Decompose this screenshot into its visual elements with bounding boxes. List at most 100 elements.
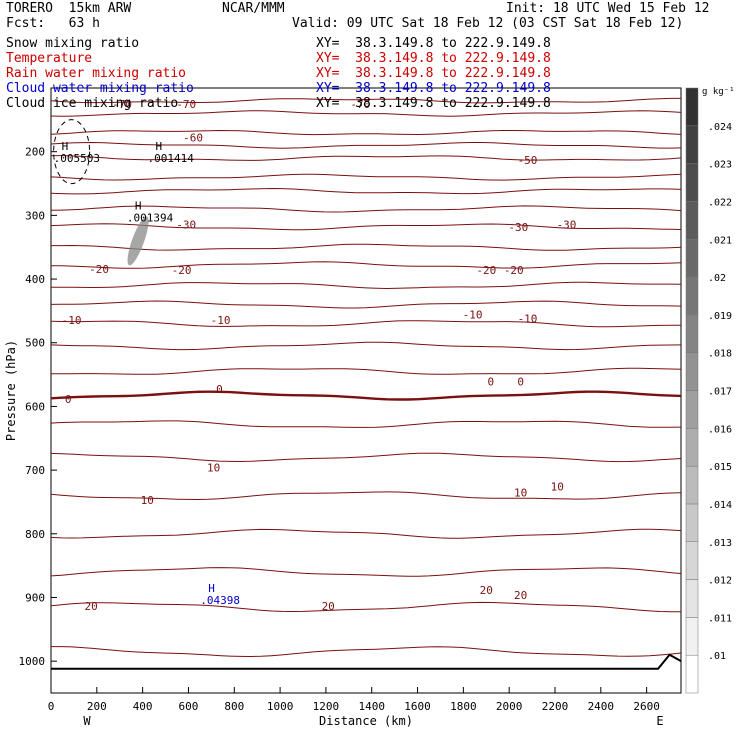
y-tick-label: 500 bbox=[25, 337, 45, 350]
colorbar-cell bbox=[685, 541, 699, 580]
field-name: Rain water mixing ratio bbox=[6, 66, 187, 81]
isotherm-line bbox=[50, 320, 681, 328]
org-label: NCAR/MMM bbox=[222, 1, 285, 16]
maximum-value: .001414 bbox=[148, 152, 195, 165]
isotherm-line bbox=[50, 97, 681, 104]
temperature-label: -10 bbox=[62, 314, 82, 327]
isotherm-line bbox=[50, 261, 682, 269]
y-tick-label: 800 bbox=[25, 528, 45, 541]
colorbar-tick-label: .014 bbox=[708, 500, 732, 511]
colorbar-cell bbox=[685, 503, 699, 542]
temperature-label: 10 bbox=[141, 494, 154, 507]
x-tick-label: 2600 bbox=[633, 700, 660, 713]
temperature-label: -60 bbox=[183, 132, 203, 145]
field-name: Snow mixing ratio bbox=[6, 36, 140, 51]
temperature-label: 20 bbox=[514, 589, 527, 602]
colorbar-tick-label: .021 bbox=[708, 235, 732, 246]
temperature-label: -20 bbox=[89, 263, 109, 276]
x-tick-label: 1400 bbox=[358, 700, 385, 713]
maximum-mark: H bbox=[156, 140, 163, 153]
temperature-label: -20 bbox=[172, 264, 192, 277]
colorbar-cell bbox=[685, 654, 699, 694]
temperature-label: 10 bbox=[207, 462, 220, 475]
x-axis-label: Distance (km) bbox=[319, 714, 413, 728]
colorbar-cell bbox=[685, 352, 699, 391]
isotherm-line bbox=[50, 223, 682, 231]
terrain-line bbox=[51, 653, 682, 670]
field-name: Cloud ice mixing ratio bbox=[6, 96, 179, 111]
y-tick-label: 600 bbox=[25, 400, 45, 413]
temperature-label: 0 bbox=[216, 383, 223, 396]
colorbar-tick-label: .01 bbox=[708, 651, 726, 662]
colorbar-cell bbox=[685, 276, 699, 316]
isotherm-line bbox=[51, 367, 682, 375]
valid-time: Valid: 09 UTC Sat 18 Feb 12 (03 CST Sat … bbox=[292, 16, 684, 31]
colorbar-cell bbox=[685, 428, 699, 467]
x-axis-east: E bbox=[656, 714, 663, 728]
field-name: Cloud water mixing ratio bbox=[6, 81, 194, 96]
isotherm-line bbox=[50, 341, 682, 351]
maximum-value: .001394 bbox=[127, 212, 174, 225]
temperature-label: -70 bbox=[350, 98, 370, 111]
colorbar-tick-label: .019 bbox=[708, 311, 732, 322]
colorbar-cell bbox=[685, 239, 699, 278]
colorbar-tick-label: .024 bbox=[708, 122, 732, 133]
temperature-label: 10 bbox=[514, 486, 527, 499]
colorbar-tick-label: .016 bbox=[708, 424, 732, 435]
maximum-mark: H bbox=[62, 140, 69, 153]
isotherm-line bbox=[50, 601, 682, 613]
colorbar-cell bbox=[685, 87, 699, 127]
temperature-label: 0 bbox=[488, 376, 495, 389]
isotherm-line bbox=[50, 173, 682, 181]
colorbar-tick-label: .017 bbox=[708, 387, 732, 398]
temperature-label: -10 bbox=[518, 313, 538, 326]
isotherm-line bbox=[51, 243, 682, 251]
x-tick-label: 0 bbox=[48, 700, 55, 713]
maximum-value: .04398 bbox=[200, 594, 240, 607]
colorbar-tick-label: .013 bbox=[708, 538, 732, 549]
y-tick-label: 400 bbox=[25, 273, 45, 286]
x-tick-label: 1800 bbox=[450, 700, 477, 713]
temperature-label: -10 bbox=[211, 314, 231, 327]
isotherm-line bbox=[50, 390, 682, 401]
temperature-label: -70 bbox=[112, 98, 132, 111]
colorbar-tick-label: .022 bbox=[708, 197, 732, 208]
isotherm-line bbox=[50, 205, 682, 213]
isotherm-line bbox=[50, 141, 682, 149]
temperature-label: -50 bbox=[518, 154, 538, 167]
field-name: Temperature bbox=[6, 51, 93, 66]
temperature-label: -70 bbox=[176, 98, 196, 111]
colorbar-tick-label: .011 bbox=[708, 613, 732, 624]
x-tick-label: 2000 bbox=[496, 700, 523, 713]
temperature-label: 20 bbox=[322, 600, 335, 613]
isotherm-line bbox=[51, 646, 682, 658]
x-tick-label: 800 bbox=[224, 700, 244, 713]
temperature-label: 20 bbox=[480, 584, 493, 597]
isotherm-line bbox=[50, 110, 682, 117]
temperature-label: -30 bbox=[508, 221, 528, 234]
plot-frame bbox=[50, 87, 682, 694]
x-tick-label: 2200 bbox=[542, 700, 569, 713]
temperature-label: -10 bbox=[463, 309, 483, 322]
temperature-label: 20 bbox=[84, 600, 97, 613]
isotherm-line bbox=[50, 452, 682, 463]
temperature-label: 0 bbox=[517, 376, 524, 389]
x-axis-west: W bbox=[83, 714, 91, 728]
isotherm-line bbox=[50, 528, 682, 539]
colorbar-cell bbox=[685, 465, 699, 505]
colorbar-cell bbox=[685, 125, 699, 164]
temperature-label: 0 bbox=[65, 393, 72, 406]
temperature-label: -20 bbox=[476, 264, 496, 277]
x-tick-label: 2400 bbox=[588, 700, 615, 713]
x-tick-label: 600 bbox=[179, 700, 199, 713]
isotherm-line bbox=[50, 491, 682, 501]
isotherm-line bbox=[50, 567, 682, 577]
y-tick-label: 200 bbox=[25, 146, 45, 159]
isotherm-line bbox=[50, 420, 682, 428]
colorbar-tick-label: .02 bbox=[708, 273, 726, 284]
colorbar-cell bbox=[685, 579, 699, 618]
colorbar-cell bbox=[685, 201, 699, 240]
maximum-mark: H bbox=[135, 200, 142, 213]
colorbar-cell bbox=[685, 390, 699, 429]
